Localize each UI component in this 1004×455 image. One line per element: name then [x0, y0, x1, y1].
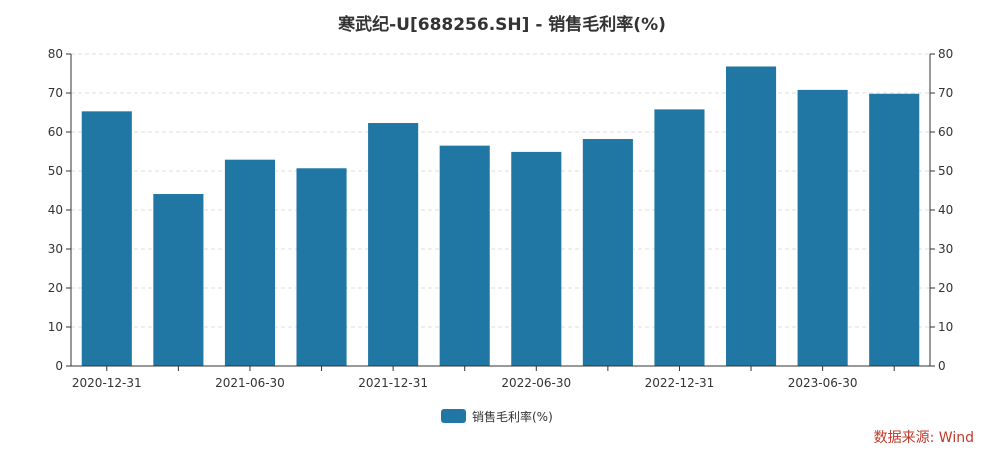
legend-label: 销售毛利率(%): [472, 409, 553, 424]
x-tick-label: 2021-06-30: [215, 376, 285, 390]
legend-swatch: [441, 409, 466, 423]
bar-2021-06-30: [224, 159, 276, 366]
y-tick-label-right: 30: [938, 242, 953, 256]
y-tick-label-right: 40: [938, 203, 953, 217]
bar-2022-03-31: [439, 145, 490, 366]
x-tick-label: 2022-12-31: [645, 376, 715, 390]
y-tick-label-left: 50: [48, 164, 63, 178]
y-tick-label-left: 40: [48, 203, 63, 217]
source-note: 数据来源: Wind: [873, 430, 974, 446]
y-tick-label-right: 0: [938, 359, 946, 373]
y-tick-label-right: 10: [938, 320, 953, 334]
y-tick-label-right: 20: [938, 281, 953, 295]
bar-2023-03-31: [725, 66, 777, 366]
chart-title: 寒武纪-U[688256.SH] - 销售毛利率(%): [338, 15, 666, 35]
bar-2023-09-30: [869, 93, 920, 366]
bars: [81, 66, 920, 366]
y-tick-label-left: 70: [48, 86, 63, 100]
y-tick-label-left: 80: [48, 47, 63, 61]
x-tick-label: 2020-12-31: [72, 376, 142, 390]
x-tick-label: 2023-06-30: [788, 376, 858, 390]
y-tick-label-right: 60: [938, 125, 953, 139]
x-tick-label: 2021-12-31: [358, 376, 428, 390]
y-tick-label-left: 10: [48, 320, 63, 334]
bar-2023-06-30: [797, 89, 848, 366]
y-tick-label-left: 60: [48, 125, 63, 139]
y-tick-label-left: 20: [48, 281, 63, 295]
x-tick-label: 2022-06-30: [501, 376, 571, 390]
bar-2021-09-30: [296, 168, 347, 366]
bar-2022-06-30: [511, 151, 562, 366]
legend[interactable]: 销售毛利率(%): [441, 409, 553, 424]
bar-2021-12-31: [368, 123, 419, 366]
grid-lines: [71, 53, 930, 328]
bar-2021-03-31: [153, 194, 204, 366]
y-tick-label-right: 50: [938, 164, 953, 178]
bar-2022-09-30: [582, 139, 633, 366]
bar-2022-12-31: [654, 109, 705, 366]
y-tick-label-left: 30: [48, 242, 63, 256]
y-tick-label-right: 70: [938, 86, 953, 100]
y-tick-label-left: 0: [55, 359, 63, 373]
bar-2020-12-31: [81, 111, 132, 366]
axes: 0 0 10 10 20 20 30 30 40 40 50 50 60 60 70 70 80 80 2020-1…: [48, 47, 954, 390]
y-tick-label-right: 80: [938, 47, 953, 61]
